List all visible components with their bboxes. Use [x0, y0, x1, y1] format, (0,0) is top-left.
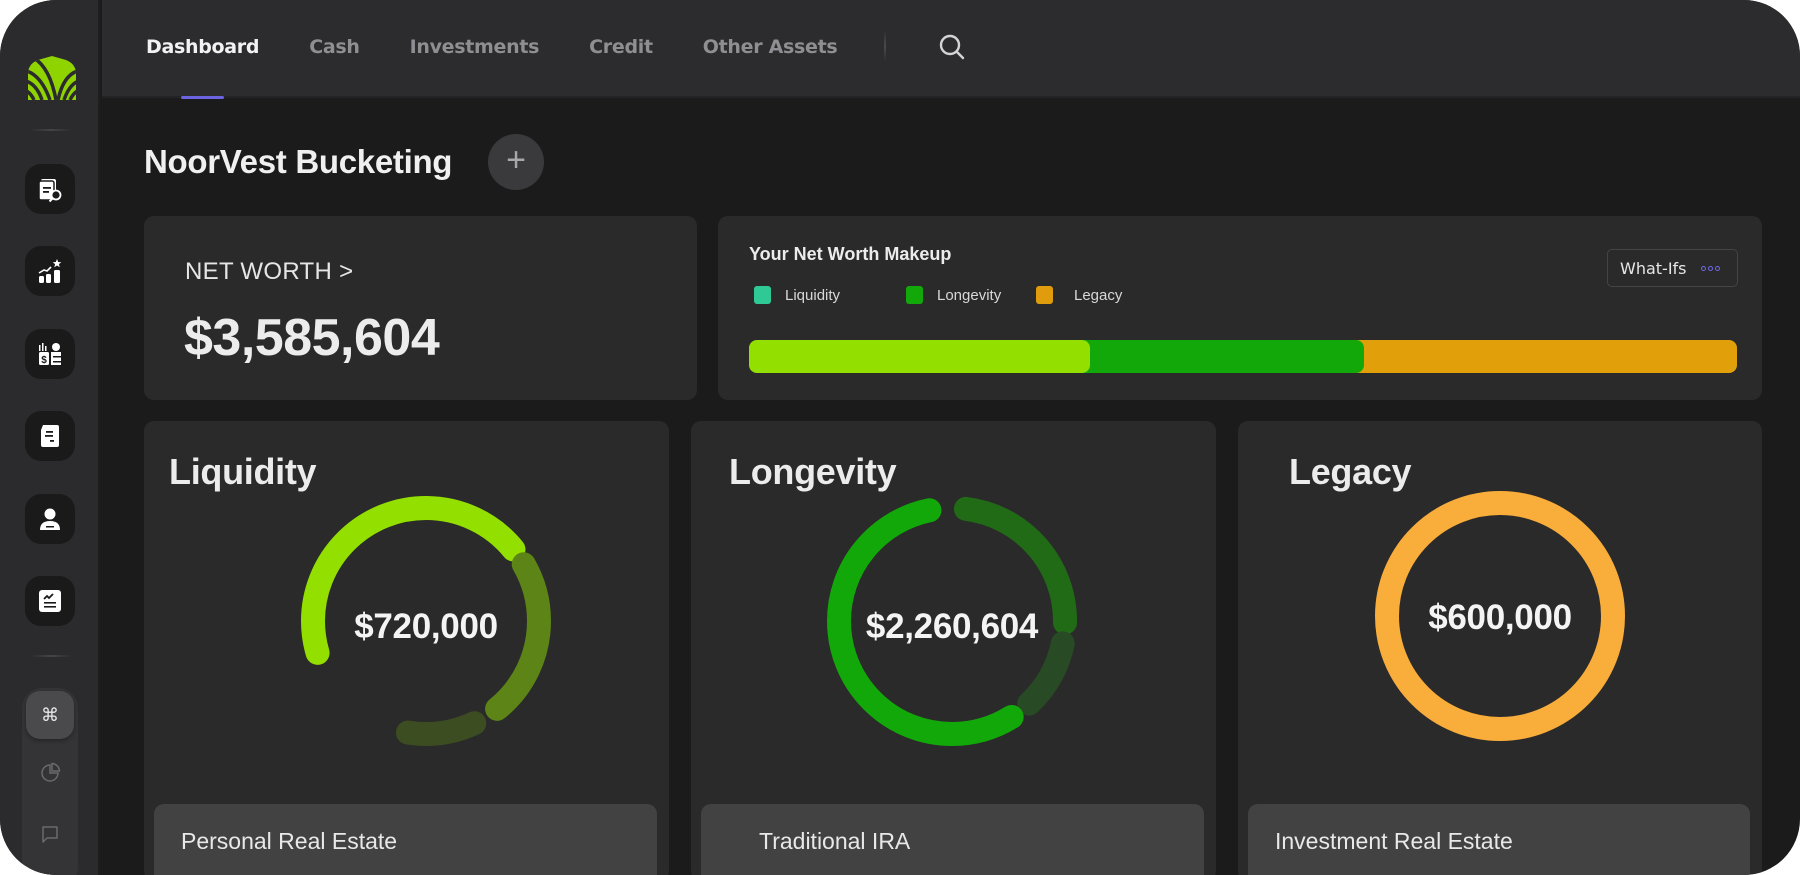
net-worth-link[interactable]: NET WORTH >	[185, 258, 354, 285]
account-card-traditional-ira[interactable]: Traditional IRA	[701, 804, 1204, 875]
what-ifs-button[interactable]: What-Ifs	[1607, 249, 1738, 287]
sidebar-item-profile[interactable]	[25, 494, 75, 544]
net-worth-stacked-bar	[749, 340, 1737, 373]
legend-label: Legacy	[1074, 286, 1123, 304]
legend-swatch	[754, 286, 771, 304]
note-icon	[41, 425, 59, 447]
account-name: Investment Real Estate	[1275, 828, 1513, 854]
bucket-value: $600,000	[1428, 598, 1572, 637]
bucket-title: Legacy	[1289, 451, 1412, 492]
what-ifs-label: What-Ifs	[1620, 258, 1687, 278]
nav-separator	[884, 30, 886, 62]
pie-chart-icon[interactable]	[39, 762, 61, 784]
tab-cash[interactable]: Cash	[309, 36, 360, 58]
legend-swatch	[1036, 286, 1053, 304]
sidebar-divider	[30, 655, 72, 657]
legend-item-legacy: Legacy	[1036, 286, 1122, 304]
sidebar: $	[0, 0, 100, 875]
finance-advisor-icon: $	[39, 343, 61, 366]
net-worth-value: $3,585,604	[184, 309, 440, 367]
liquidity-donut-chart	[301, 496, 551, 746]
page-title: NoorVest Bucketing	[144, 143, 453, 180]
nav-tabs: Dashboard Cash Investments Credit Other …	[146, 36, 887, 58]
bucket-card-liquidity[interactable]: Liquidity $720,000 Personal Real Estate	[144, 421, 669, 875]
bar-segment-liquidity[interactable]	[749, 340, 1090, 373]
longevity-donut-chart	[827, 496, 1077, 746]
search-icon[interactable]	[937, 32, 967, 62]
legend-swatch	[906, 286, 923, 304]
sidebar-item-notes[interactable]	[25, 411, 75, 461]
tab-investments[interactable]: Investments	[409, 36, 540, 58]
sidebar-item-reports[interactable]	[25, 576, 75, 626]
sidebar-item-growth[interactable]	[25, 246, 75, 296]
net-worth-card: NET WORTH > $3,585,604	[144, 216, 697, 400]
makeup-legend: Liquidity Longevity Legacy	[754, 286, 1122, 304]
tab-other-assets[interactable]: Other Assets	[702, 36, 838, 58]
account-card-investment-real-estate[interactable]: Investment Real Estate	[1248, 804, 1750, 875]
legend-item-liquidity: Liquidity	[754, 286, 906, 304]
legacy-donut-chart	[1375, 491, 1625, 741]
sidebar-item-advisor[interactable]: $	[25, 329, 75, 379]
chat-icon[interactable]	[39, 823, 61, 845]
tab-dashboard[interactable]: Dashboard	[146, 36, 260, 58]
report-chart-icon	[39, 590, 61, 612]
bucket-value: $2,260,604	[865, 607, 1039, 646]
command-button[interactable]: ⌘	[26, 691, 74, 739]
legend-item-longevity: Longevity	[906, 286, 1036, 304]
bucket-title: Longevity	[729, 451, 897, 492]
net-worth-makeup-card: Your Net Worth Makeup Liquidity Longevit…	[718, 216, 1762, 400]
legend-label: Longevity	[937, 286, 1002, 304]
account-card-personal-real-estate[interactable]: Personal Real Estate	[154, 804, 657, 875]
account-name: Traditional IRA	[759, 828, 911, 854]
bucket-title: Liquidity	[169, 451, 317, 492]
active-tab-indicator	[181, 96, 224, 99]
sidebar-bottom-group: ⌘	[22, 688, 78, 875]
bucket-card-longevity[interactable]: Longevity $2,260,604 Traditional IRA	[691, 421, 1216, 875]
bucket-card-legacy[interactable]: Legacy $600,000 Investment Real Estate	[1238, 421, 1762, 875]
tab-credit[interactable]: Credit	[589, 36, 653, 58]
legend-label: Liquidity	[785, 286, 841, 304]
account-name: Personal Real Estate	[181, 828, 398, 854]
noorvest-logo-icon[interactable]	[28, 56, 76, 100]
add-bucket-button[interactable]: +	[488, 134, 544, 190]
makeup-title: Your Net Worth Makeup	[749, 244, 952, 264]
sidebar-divider	[30, 129, 72, 131]
growth-chart-star-icon	[38, 259, 62, 283]
more-dots-icon	[1700, 265, 1720, 271]
sidebar-item-documents[interactable]	[25, 164, 75, 214]
document-search-icon	[38, 179, 62, 203]
user-icon	[40, 508, 60, 530]
top-navigation: Dashboard Cash Investments Credit Other …	[102, 0, 1800, 99]
svg-text:$: $	[41, 355, 47, 366]
bucket-value: $720,000	[354, 607, 498, 646]
